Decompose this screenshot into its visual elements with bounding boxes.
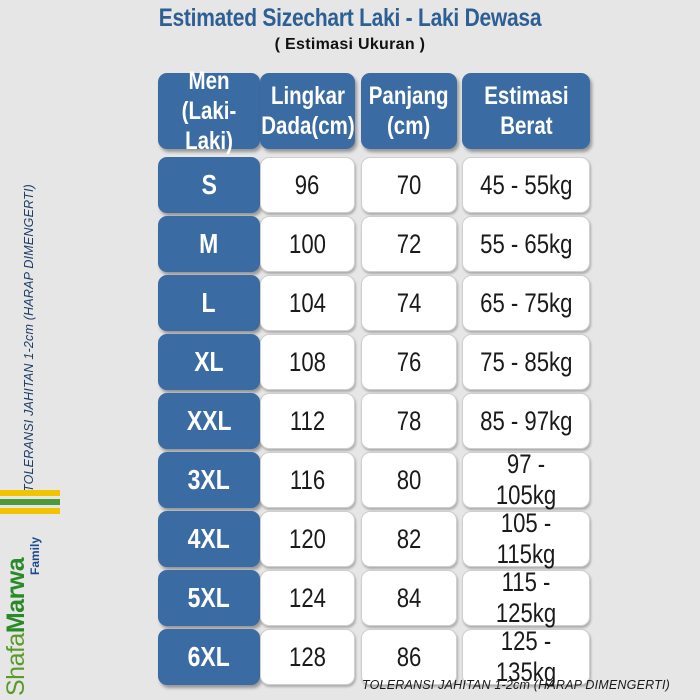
page-title: Estimated Sizechart Laki - Laki Dewasa	[158, 4, 542, 32]
size-cell: 3XL	[158, 452, 260, 508]
chest-cell: 104	[260, 275, 355, 331]
weight-cell-value: 55 - 65kg	[479, 228, 573, 259]
weight-cell: 65 - 75kg	[462, 275, 590, 331]
length-cell: 76	[361, 334, 457, 390]
chest-cell: 116	[260, 452, 355, 508]
size-cell: XL	[158, 334, 260, 390]
size-cell-value: 5XL	[187, 582, 231, 613]
chest-cell: 120	[260, 511, 355, 567]
chest-cell-value: 104	[289, 287, 326, 318]
weight-cell-value: 115 - 125kg	[495, 567, 557, 628]
weight-cell: 105 - 115kg	[462, 508, 590, 569]
header-size: Men (Laki-Laki)	[158, 67, 260, 155]
size-cell-value: 3XL	[187, 464, 231, 495]
stripe-yellow-2	[0, 508, 60, 514]
weight-cell-value: 75 - 85kg	[479, 346, 573, 377]
chest-cell-value: 108	[289, 346, 326, 377]
weight-cell-value: 45 - 55kg	[479, 169, 573, 200]
length-cell: 70	[361, 157, 457, 213]
weight-cell-value: 97 - 105kg	[495, 449, 557, 510]
weight-cell: 85 - 97kg	[462, 393, 590, 449]
chest-cell-value: 100	[289, 228, 326, 259]
chest-cell: 108	[260, 334, 355, 390]
length-cell: 82	[361, 511, 457, 567]
length-cell: 86	[361, 629, 457, 685]
chest-cell-value: 128	[289, 641, 326, 672]
length-cell-value: 78	[396, 405, 422, 436]
weight-cell: 45 - 55kg	[462, 157, 590, 213]
weight-cell: 75 - 85kg	[462, 334, 590, 390]
stripe-yellow	[0, 490, 60, 496]
tolerance-note-bottom: TOLERANSI JAHITAN 1-2cm (HARAP DIMENGERT…	[362, 678, 670, 692]
brand-logo: ShafaMarwa	[2, 558, 31, 696]
size-cell-value: 4XL	[187, 523, 231, 554]
length-cell-value: 86	[396, 641, 422, 672]
size-cell: M	[158, 216, 260, 272]
size-cell-value: XL	[194, 346, 224, 377]
length-cell-value: 74	[396, 287, 422, 318]
length-cell-value: 82	[396, 523, 422, 554]
weight-cell: 55 - 65kg	[462, 216, 590, 272]
header-size-label: Men (Laki-Laki)	[181, 67, 237, 155]
length-cell-value: 84	[396, 582, 422, 613]
chest-cell: 100	[260, 216, 355, 272]
size-cell-value: M	[199, 228, 219, 259]
weight-cell-value: 125 - 135kg	[495, 626, 557, 687]
header-chest-label: Lingkar Dada(cm)	[260, 82, 355, 140]
chest-cell: 128	[260, 629, 355, 685]
header-length-label: Panjang (cm)	[369, 82, 449, 140]
weight-cell: 115 - 125kg	[462, 567, 590, 628]
size-cell: L	[158, 275, 260, 331]
weight-cell-value: 65 - 75kg	[479, 287, 573, 318]
header-weight-label: Estimasi Berat	[483, 82, 569, 140]
header-weight: Estimasi Berat	[462, 73, 590, 149]
header-chest: Lingkar Dada(cm)	[260, 73, 355, 149]
size-cell-value: L	[201, 287, 217, 318]
weight-cell: 125 - 135kg	[462, 626, 590, 687]
page-subtitle: ( Estimasi Ukuran )	[274, 36, 426, 53]
chest-cell-value: 116	[289, 464, 326, 495]
brand-logo-part1: Shafa	[2, 633, 30, 696]
header-length: Panjang (cm)	[361, 73, 457, 149]
chest-cell-value: 120	[289, 523, 326, 554]
length-cell: 80	[361, 452, 457, 508]
length-cell: 78	[361, 393, 457, 449]
chest-cell-value: 112	[289, 405, 326, 436]
size-cell: 4XL	[158, 511, 260, 567]
chest-cell: 124	[260, 570, 355, 626]
weight-cell-value: 105 - 115kg	[496, 508, 556, 569]
stripe-green	[0, 499, 60, 505]
length-cell-value: 80	[396, 464, 422, 495]
chest-cell: 96	[260, 157, 355, 213]
size-cell: S	[158, 157, 260, 213]
chest-cell: 112	[260, 393, 355, 449]
length-cell-value: 70	[396, 169, 422, 200]
length-cell-value: 76	[396, 346, 422, 377]
length-cell: 84	[361, 570, 457, 626]
length-cell-value: 72	[396, 228, 422, 259]
size-cell-value: XXL	[186, 405, 232, 436]
size-cell-value: S	[201, 169, 217, 200]
weight-cell: 97 - 105kg	[462, 449, 590, 510]
tolerance-note-vertical: TOLERANSI JAHITAN 1-2cm (HARAP DIMENGERT…	[22, 184, 36, 492]
brand-stripes	[0, 490, 60, 518]
size-cell: 5XL	[158, 570, 260, 626]
length-cell: 74	[361, 275, 457, 331]
brand-family-label: Family	[28, 536, 42, 575]
brand-logo-part2: Marwa	[2, 557, 30, 634]
size-cell: 6XL	[158, 629, 260, 685]
length-cell: 72	[361, 216, 457, 272]
weight-cell-value: 85 - 97kg	[479, 405, 573, 436]
size-cell: XXL	[158, 393, 260, 449]
chest-cell-value: 96	[295, 169, 320, 200]
chest-cell-value: 124	[289, 582, 326, 613]
size-cell-value: 6XL	[187, 641, 231, 672]
